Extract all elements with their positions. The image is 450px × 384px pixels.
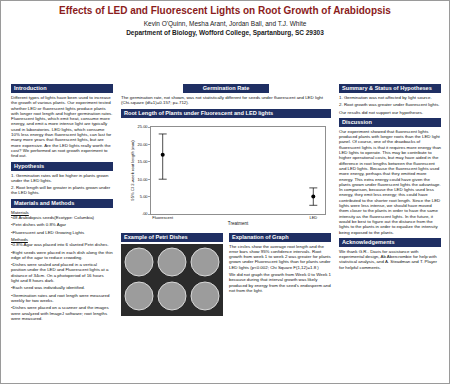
html-text:Different types of lights have: Different types of lights have been used… — [11, 95, 113, 159]
html-text:Introduction: Introduction — [14, 85, 47, 91]
html-text:Materials: Materials — [11, 209, 29, 215]
html-text:•Germination rates and root le: •Germination rates and root length were … — [11, 292, 110, 303]
svg-text:Treatment: Treatment — [228, 221, 249, 226]
html-text:Our results did not support ou: Our results did not support our hypothes… — [339, 109, 424, 115]
html-text:Kevin O'Quinn, Mesha Arant, Jo: Kevin O'Quinn, Mesha Arant, Jordan Ball,… — [143, 20, 307, 27]
html-text:The circles show the average r: The circles show the average root length… — [229, 243, 331, 270]
html-text:Methods: Methods — [11, 236, 28, 242]
html-text:Acknowledgements: Acknowledgements — [342, 238, 395, 245]
html-text:Materials and Methods: Materials and Methods — [14, 199, 75, 206]
svg-text:25.00: 25.00 — [138, 124, 149, 129]
svg-text:Fluorescent: Fluorescent — [152, 215, 174, 220]
html-text:Germination Rate: Germination Rate — [202, 85, 250, 91]
svg-text:LED: LED — [309, 215, 317, 220]
html-text:Root Length of Plants under Fl: Root Length of Plants under Fluorescent … — [124, 109, 274, 116]
html-text:•0.8% Agar was placed into 6 s: •0.8% Agar was placed into 6 slanted Pet… — [11, 242, 109, 248]
html-text:•Fluorescent and LED Growing L: •Fluorescent and LED Growing Lights — [11, 229, 85, 235]
html-text:Department of Biology, Wofford: Department of Biology, Wofford College, … — [126, 29, 324, 36]
html-text:Discussion: Discussion — [342, 118, 372, 125]
html-text:Example of Petri Dishes: Example of Petri Dishes — [124, 233, 188, 240]
html-text:Explanation of Graph: Explanation of Graph — [232, 233, 289, 240]
html-text:1. Germination was not affecte: 1. Germination was not affected by light… — [339, 95, 432, 100]
html-text:•Dishes were sealed and placed: •Dishes were sealed and placed in a vert… — [11, 262, 109, 283]
html-text:2. Root length will be greater: 2. Root length will be greater in plants… — [11, 185, 111, 196]
svg-text:.00: .00 — [142, 211, 148, 216]
html-text:•Dishes were placed on a scann: •Dishes were placed on a scanner and the… — [11, 305, 109, 321]
svg-text:10.00: 10.00 — [138, 176, 149, 181]
svg-text:95% CI 2-week root length (mm): 95% CI 2-week root length (mm) — [130, 139, 135, 200]
html-text:Summary & Status of Hypotheses: Summary & Status of Hypotheses — [342, 85, 432, 91]
svg-text:5.00: 5.00 — [140, 194, 149, 199]
html-text:We thank G.R.. Davis for assis: We thank G.R.. Davis for assistance with… — [339, 248, 437, 270]
html-text:•48 Arabidopsis seeds(Ecotype:: •48 Arabidopsis seeds(Ecotype: Columbia) — [11, 215, 95, 220]
html-text:Effects of LED and Fluorescent: Effects of LED and Fluorescent Lights on… — [59, 5, 391, 16]
html-text:Our experiment showed that flu: Our experiment showed that fluorescent l… — [339, 128, 441, 235]
svg-text:20.00: 20.00 — [138, 141, 149, 146]
html-text:•Each seed was individually id: •Each seed was individually identified. — [11, 285, 85, 291]
html-text:1. Germination rates will be h: 1. Germination rates will be higher in p… — [11, 172, 109, 183]
html-text:•Eight seeds were placed in ea: •Eight seeds were placed in each dish al… — [11, 249, 113, 260]
html-text:2. Root growth was greater und: 2. Root growth was greater under fluores… — [339, 102, 440, 108]
svg-text:15.00: 15.00 — [138, 159, 149, 164]
html-text:Hypothesis: Hypothesis — [14, 162, 45, 169]
html-text:•Petri dishes with 0.8% Agar: •Petri dishes with 0.8% Agar — [11, 222, 66, 228]
html-text:We did not graph the growth fr: We did not graph the growth from Week 0 … — [229, 272, 331, 293]
html-text:The germination rate, not show: The germination rate, not shown, was not… — [121, 95, 323, 106]
